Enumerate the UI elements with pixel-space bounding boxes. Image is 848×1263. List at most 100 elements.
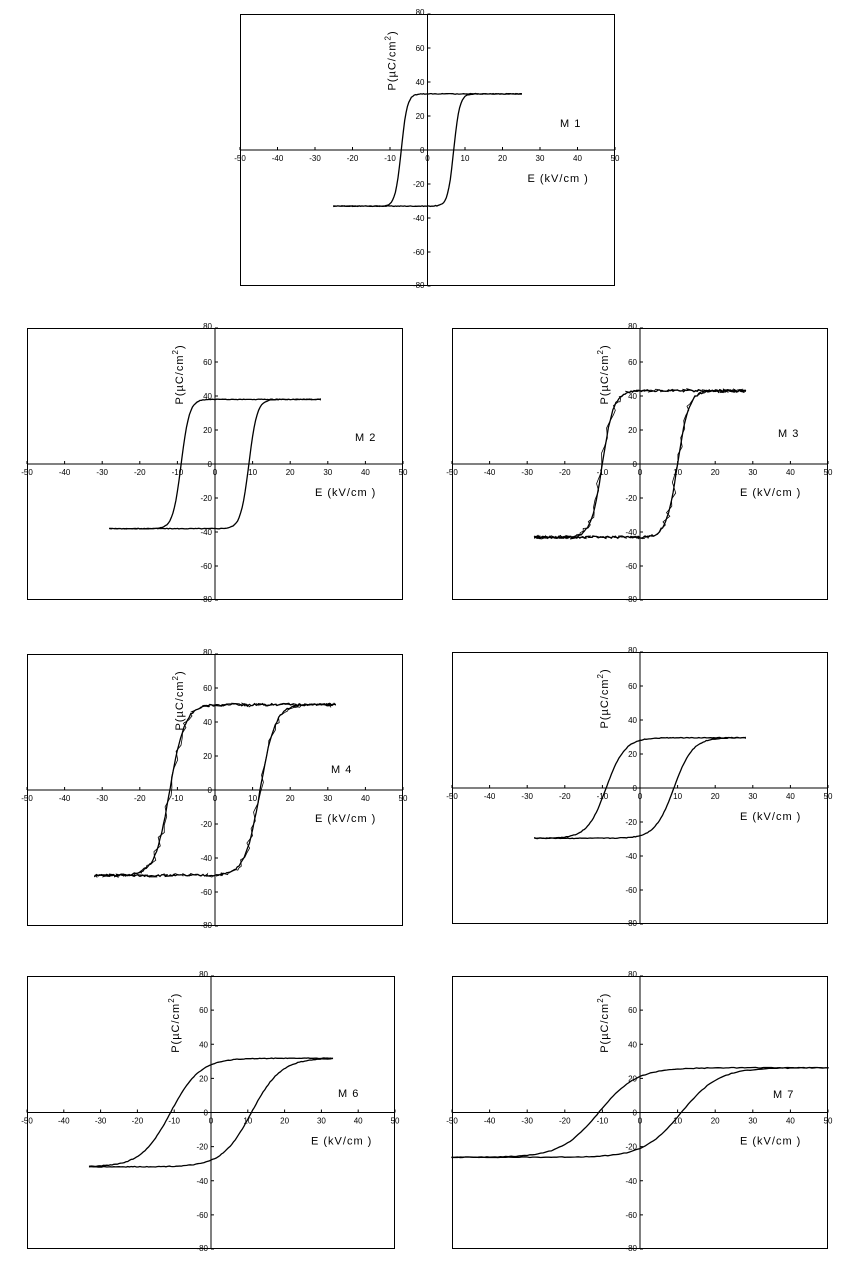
x-tick-label: 10	[243, 1117, 252, 1126]
y-tick-label: -80	[200, 595, 212, 604]
sample-label: M 1	[560, 118, 581, 130]
x-tick-label: 50	[611, 154, 620, 163]
sample-label: M 3	[778, 428, 799, 440]
hysteresis-plot-3: -50 -40 -30 -20 -10 0 10 20 30 40 50 80 60 40 20 0 -20 -4…	[446, 322, 833, 604]
x-tick-label: -10	[168, 1117, 180, 1126]
hysteresis-plot-7: -50 -40 -30 -20 -10 0 10 20 30 40 50 80 60 40 20 0 -20 -4…	[446, 970, 833, 1253]
y-tick-label: 60	[203, 358, 212, 367]
x-tick-label: 40	[786, 792, 795, 801]
y-tick-label: 20	[416, 112, 425, 121]
y-tick-label: 20	[628, 1074, 637, 1083]
x-tick-label: 10	[673, 792, 682, 801]
y-tick-label: -80	[625, 595, 637, 604]
x-tick-label: -20	[347, 154, 359, 163]
x-tick-label: -50	[21, 468, 33, 477]
y-tick-label: -80	[625, 919, 637, 928]
y-tick-label: 0	[208, 460, 213, 469]
y-tick-label: -60	[413, 248, 425, 257]
y-tick-label: 60	[416, 44, 425, 53]
x-tick-label: 0	[638, 468, 643, 477]
y-tick-label: 20	[628, 426, 637, 435]
x-tick-label: 30	[748, 792, 757, 801]
x-tick-label: -30	[521, 468, 533, 477]
x-tick-label: 50	[824, 468, 833, 477]
y-tick-label: 60	[199, 1006, 208, 1015]
y-tick-label: -40	[625, 528, 637, 537]
y-tick-label: 0	[208, 786, 213, 795]
x-tick-label: -50	[446, 468, 458, 477]
x-tick-label: 30	[317, 1117, 326, 1126]
y-tick-label: 0	[633, 460, 638, 469]
x-tick-label: 0	[209, 1117, 214, 1126]
x-tick-label: -40	[58, 1117, 70, 1126]
x-tick-label: 0	[213, 468, 218, 477]
x-tick-label: -30	[309, 154, 321, 163]
y-axis-title: P(µC/cm2)	[167, 993, 182, 1053]
x-tick-label: -10	[597, 468, 609, 477]
y-tick-label: 80	[628, 970, 637, 979]
x-tick-label: -20	[559, 468, 571, 477]
x-tick-label: -50	[446, 1117, 458, 1126]
x-tick-label: 50	[824, 792, 833, 801]
y-tick-label: -80	[200, 921, 212, 930]
y-tick-label: 60	[203, 684, 212, 693]
sample-label: M 4	[331, 764, 352, 776]
y-tick-label: 80	[199, 970, 208, 979]
x-tick-label: -20	[559, 792, 571, 801]
y-tick-label: -20	[200, 820, 212, 829]
x-tick-label: 10	[673, 1117, 682, 1126]
y-tick-label: 40	[628, 716, 637, 725]
hysteresis-loop	[451, 1066, 829, 1159]
y-axis-title: P(µC/cm2)	[171, 670, 186, 730]
x-tick-label: 40	[786, 1117, 795, 1126]
x-tick-label: 50	[824, 1117, 833, 1126]
y-tick-label: -80	[413, 281, 425, 290]
x-tick-label: 40	[573, 154, 582, 163]
x-tick-label: 10	[461, 154, 470, 163]
x-tick-label: -40	[484, 468, 496, 477]
x-tick-label: -40	[59, 794, 71, 803]
x-tick-label: -50	[21, 1117, 33, 1126]
y-tick-label: 20	[199, 1074, 208, 1083]
x-tick-label: 50	[391, 1117, 400, 1126]
y-tick-label: 80	[203, 648, 212, 657]
hysteresis-plot-6: -50 -40 -30 -20 -10 0 10 20 30 40 50 80 60 40 20 0 -20 -4…	[21, 970, 400, 1253]
y-tick-label: -80	[625, 1244, 637, 1253]
hysteresis-loop	[88, 1057, 334, 1168]
x-tick-label: 30	[536, 154, 545, 163]
x-tick-label: 0	[425, 154, 430, 163]
x-tick-label: -50	[234, 154, 246, 163]
x-tick-label: -30	[96, 468, 108, 477]
x-tick-label: 20	[498, 154, 507, 163]
x-axis-title: E (kV/cm )	[740, 1136, 801, 1148]
x-tick-label: 30	[748, 468, 757, 477]
y-tick-label: 40	[199, 1040, 208, 1049]
x-tick-label: -40	[59, 468, 71, 477]
y-tick-label: 0	[204, 1109, 209, 1118]
x-tick-label: 40	[361, 794, 370, 803]
y-tick-label: 0	[633, 784, 638, 793]
y-axis-title: P(µC/cm2)	[384, 30, 399, 90]
x-tick-label: 50	[399, 468, 408, 477]
x-tick-label: -10	[384, 154, 396, 163]
x-axis-title: E (kV/cm )	[740, 487, 801, 499]
x-tick-label: -30	[95, 1117, 107, 1126]
x-tick-label: 40	[354, 1117, 363, 1126]
hysteresis-loop	[109, 398, 321, 530]
y-tick-label: 20	[203, 426, 212, 435]
x-tick-label: 50	[399, 794, 408, 803]
x-tick-label: 40	[361, 468, 370, 477]
y-tick-label: -60	[625, 886, 637, 895]
y-tick-label: 0	[633, 1109, 638, 1118]
y-tick-label: 60	[628, 358, 637, 367]
y-tick-label: 80	[628, 322, 637, 331]
y-axis-title: P(µC/cm2)	[171, 344, 186, 404]
x-tick-label: -20	[134, 468, 146, 477]
x-tick-label: -10	[172, 794, 184, 803]
hysteresis-loop	[333, 92, 522, 208]
x-axis-title: E (kV/cm )	[528, 173, 589, 185]
y-tick-label: 40	[203, 718, 212, 727]
y-tick-label: 80	[203, 322, 212, 331]
y-tick-label: 0	[420, 146, 425, 155]
hysteresis-plot-4: -50 -40 -30 -20 -10 0 10 20 30 40 50 80 60 40 20 0 -20 -4…	[21, 648, 408, 930]
